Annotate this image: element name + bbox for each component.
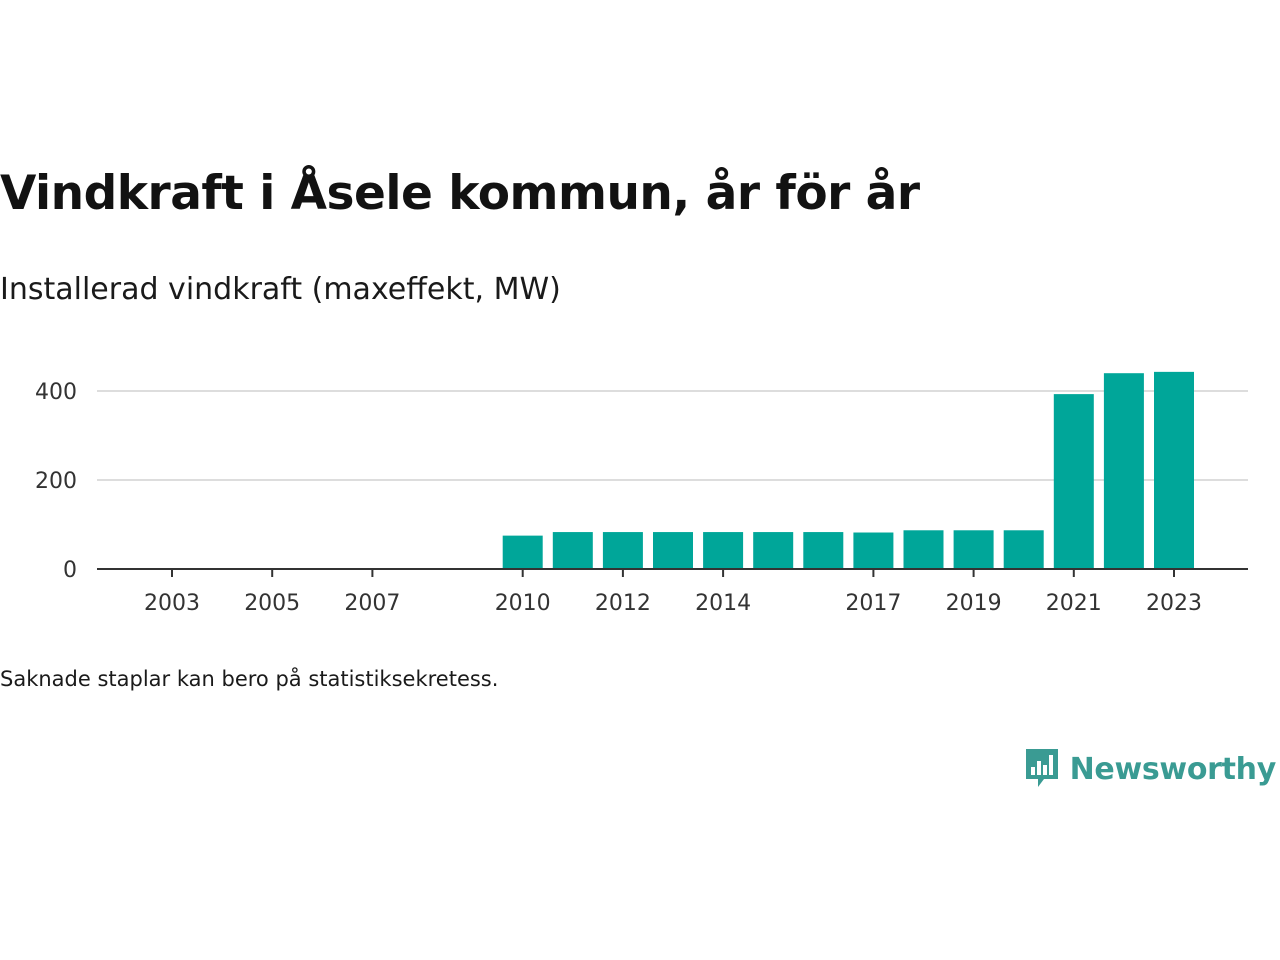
y-tick-label: 0	[63, 558, 77, 583]
x-tick-label: 2010	[495, 591, 551, 616]
y-tick-label: 400	[35, 380, 77, 405]
x-tick-label: 2007	[344, 591, 400, 616]
bar-2011[interactable]	[552, 532, 593, 569]
x-axis-labels: 2003 2005 2007 2010 2012 2014 2017 2019 2021 2023	[144, 591, 1202, 616]
bar-2023[interactable]	[1154, 371, 1194, 569]
bar-2010[interactable]	[502, 535, 543, 569]
footnote: Saknade staplar kan bero på statistiksek…	[0, 667, 499, 691]
bar-2022[interactable]	[1103, 373, 1144, 569]
x-tick-label: 2014	[695, 591, 751, 616]
x-tick-label: 2023	[1146, 591, 1202, 616]
x-axis	[97, 568, 1248, 577]
newsworthy-logo[interactable]: Newsworthy	[1024, 747, 1276, 791]
bars	[502, 371, 1194, 569]
logo-text: Newsworthy	[1069, 751, 1277, 787]
bar-2017[interactable]	[853, 532, 894, 569]
bar-2016[interactable]	[803, 532, 844, 569]
x-tick-label: 2012	[595, 591, 651, 616]
chart-title: Vindkraft i Åsele kommun, år för år	[0, 166, 920, 221]
bar-2013[interactable]	[653, 532, 693, 569]
bar-chart: 0 200 400 2003 2005 2007 2010 2012 2014 2017 2019…	[35, 371, 1248, 616]
x-tick-label: 2019	[946, 591, 1002, 616]
bar-2018[interactable]	[903, 530, 944, 569]
y-axis-labels: 0 200 400	[35, 380, 77, 583]
chart-subtitle: Installerad vindkraft (maxeffekt, MW)	[0, 272, 561, 307]
bar-2012[interactable]	[602, 532, 643, 569]
newsworthy-logo-icon	[1025, 749, 1058, 787]
bar-2015[interactable]	[753, 532, 794, 569]
bar-2021[interactable]	[1053, 394, 1094, 569]
x-tick-label: 2003	[144, 591, 200, 616]
bar-2020[interactable]	[1003, 530, 1044, 569]
y-tick-label: 200	[35, 469, 77, 494]
bar-2019[interactable]	[953, 530, 994, 569]
x-tick-label: 2021	[1046, 591, 1102, 616]
x-tick-label: 2017	[845, 591, 901, 616]
bar-2014[interactable]	[703, 532, 744, 569]
x-tick-label: 2005	[244, 591, 300, 616]
